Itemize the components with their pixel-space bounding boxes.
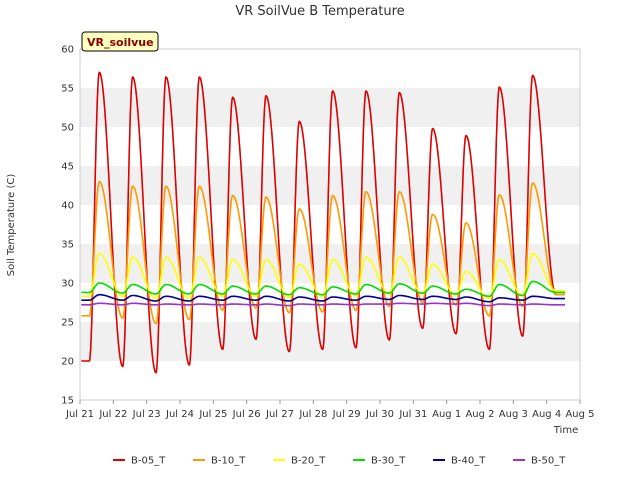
- x-tick-label: Aug 1: [432, 409, 461, 420]
- x-tick-label: Jul 23: [132, 409, 161, 420]
- grid-band: [80, 49, 580, 88]
- x-tick-label: Aug 3: [499, 409, 528, 420]
- site-label-background: [81, 31, 159, 52]
- series-line-b-50_t: [81, 302, 565, 307]
- chart-title: VR SoilVue B Temperature: [235, 4, 404, 19]
- legend: B-05_T B-10_T B-20_T B-30_T B-40_T B-50_T: [113, 456, 566, 467]
- plot-frame: [79, 48, 581, 401]
- x-tick-label: Jul 28: [298, 409, 327, 420]
- site-label: VR_soilvue: [87, 36, 154, 49]
- y-axis-ticks: 15 20 25 30 35 40 45 50 55 60: [61, 45, 74, 407]
- y-tick-label: 60: [61, 45, 74, 56]
- x-tick-label: Jul 26: [232, 409, 261, 420]
- series-line-b-30_t: [81, 280, 565, 298]
- grid-band: [80, 283, 580, 322]
- grid-band: [80, 166, 580, 205]
- x-tick-label: Jul 21: [65, 409, 94, 420]
- y-tick-label: 20: [61, 357, 74, 368]
- y-tick-label: 45: [61, 162, 74, 173]
- legend-label: B-05_T: [131, 456, 166, 467]
- x-tick-label: Aug 4: [532, 409, 561, 420]
- x-tick-label: Jul 22: [98, 409, 127, 420]
- series-line-b-05_t: [81, 71, 565, 374]
- x-tick-label: Jul 27: [265, 409, 294, 420]
- x-axis-ticks: Jul 21 Jul 22 Jul 23 Jul 24 Jul 25 Jul 26 Jul …: [65, 400, 595, 420]
- x-tick-label: Jul 30: [365, 409, 394, 420]
- x-tick-label: Jul 31: [398, 409, 427, 420]
- site-label-box: VR_soilvue: [81, 31, 159, 52]
- legend-label: B-10_T: [211, 456, 246, 467]
- legend-label: B-30_T: [371, 456, 406, 467]
- y-axis-label: Soil Temperature (C): [6, 174, 17, 277]
- grid-band: [80, 322, 580, 361]
- x-tick-label: Aug 5: [565, 409, 594, 420]
- grid-band: [80, 361, 580, 400]
- y-tick-label: 15: [61, 396, 74, 407]
- y-tick-label: 35: [61, 240, 74, 251]
- legend-label: B-20_T: [291, 456, 326, 467]
- x-tick-label: Jul 29: [332, 409, 361, 420]
- y-tick-label: 50: [61, 123, 74, 134]
- series-line-b-40_t: [81, 293, 565, 303]
- y-tick-label: 55: [61, 84, 74, 95]
- x-axis-label: Time: [553, 425, 578, 436]
- y-tick-label: 30: [61, 279, 74, 290]
- series-lines: [81, 71, 565, 374]
- x-tick-label: Jul 25: [198, 409, 227, 420]
- x-tick-label: Jul 24: [165, 409, 194, 420]
- legend-label: B-40_T: [451, 456, 486, 467]
- legend-label: B-50_T: [531, 456, 566, 467]
- y-tick-label: 25: [61, 318, 74, 329]
- y-tick-label: 40: [61, 201, 74, 212]
- x-tick-label: Aug 2: [465, 409, 494, 420]
